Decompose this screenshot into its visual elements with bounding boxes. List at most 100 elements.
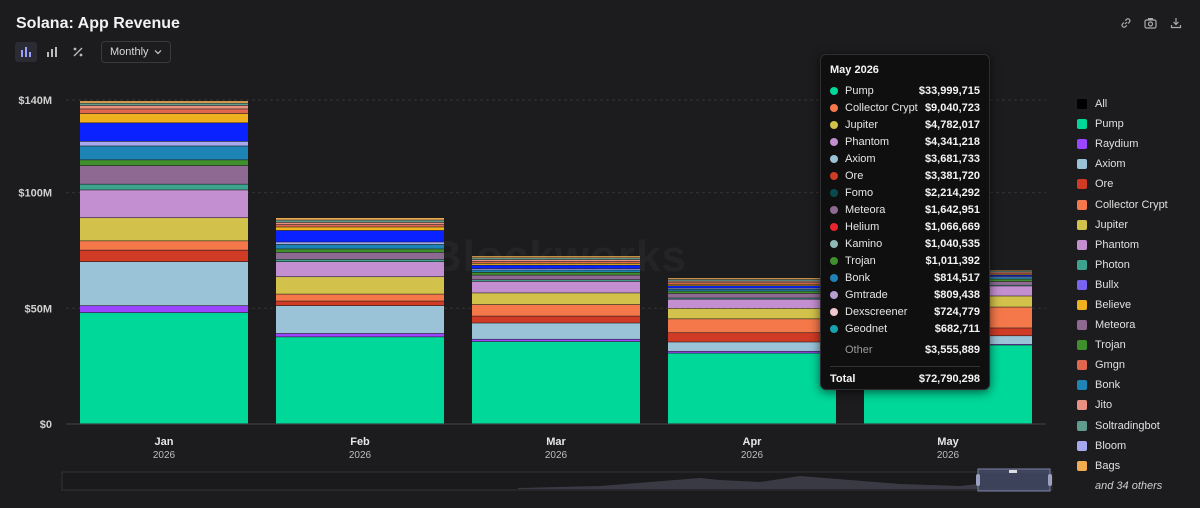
bar-segment xyxy=(668,319,836,333)
legend-item[interactable]: Bloom xyxy=(1077,436,1197,456)
navigator-grip xyxy=(1009,470,1017,473)
chevron-down-icon xyxy=(154,46,162,58)
bar-segment xyxy=(80,184,248,190)
bar-segment xyxy=(668,291,836,294)
tooltip-row-label: Jupiter xyxy=(845,118,879,131)
period-select[interactable]: Monthly xyxy=(101,41,171,63)
bar-segment xyxy=(668,286,836,288)
tooltip-dot xyxy=(830,137,838,146)
bar-segment xyxy=(276,337,444,424)
bar-segment xyxy=(276,230,444,242)
tooltip-other-value: $3,555,889 xyxy=(924,343,980,356)
legend-item[interactable]: Pump xyxy=(1077,114,1197,134)
legend-item[interactable]: Bullx xyxy=(1077,275,1197,295)
legend-item[interactable]: Jito xyxy=(1077,395,1197,415)
bar-segment xyxy=(472,280,640,282)
legend-label: Meteora xyxy=(1095,319,1136,332)
link-icon[interactable] xyxy=(1119,16,1132,29)
legend-item[interactable]: Bonk xyxy=(1077,375,1197,395)
bar-segment xyxy=(276,294,444,301)
bar-segment xyxy=(80,109,248,114)
legend-swatch xyxy=(1077,420,1087,431)
tooltip-row-value: $1,642,951 xyxy=(924,203,980,216)
tooltip-row: Trojan $1,011,392 xyxy=(821,252,989,269)
percent-icon[interactable] xyxy=(67,42,89,62)
page-title: Solana: App Revenue xyxy=(16,15,180,32)
bar-segment xyxy=(276,277,444,294)
tooltip-dot xyxy=(830,205,838,214)
bar-segment xyxy=(80,262,248,306)
tooltip-row-label: Axiom xyxy=(845,152,876,165)
bar-segment xyxy=(276,301,444,306)
bar-segment xyxy=(276,259,444,262)
bar-segment xyxy=(668,299,836,309)
download-icon[interactable] xyxy=(1169,16,1182,29)
tooltip-row-label: Phantom xyxy=(845,135,890,148)
legend-swatch xyxy=(1077,259,1087,270)
bar-segment xyxy=(80,305,248,313)
legend-item[interactable]: Ore xyxy=(1077,174,1197,194)
bar-segment xyxy=(80,113,248,123)
tooltip-dot xyxy=(830,154,838,163)
legend-item[interactable]: Phantom xyxy=(1077,235,1197,255)
bar-segment xyxy=(80,241,248,250)
legend-item[interactable]: Photon xyxy=(1077,255,1197,275)
chart-legend: All Pump Raydium Axiom Ore Collector Crypt Jup… xyxy=(1077,94,1197,492)
x-tick-label: May xyxy=(937,436,959,448)
bar-segment xyxy=(472,339,640,342)
tooltip-row: Meteora $1,642,951 xyxy=(821,201,989,218)
tooltip-row-value: $33,999,715 xyxy=(918,84,980,97)
bar-segment xyxy=(276,305,444,334)
bar-segment xyxy=(472,341,640,424)
legend-more-text: and 34 others xyxy=(1095,479,1163,492)
x-tick-label: Feb xyxy=(350,436,370,448)
legend-item[interactable]: Jupiter xyxy=(1077,215,1197,235)
tooltip-row-label: Pump xyxy=(845,84,874,97)
tooltip-row-label: Gmtrade xyxy=(845,288,888,301)
bar-segment xyxy=(472,293,640,305)
legend-label: Trojan xyxy=(1095,339,1126,352)
legend-label: Soltradingbot xyxy=(1095,419,1160,432)
legend-item[interactable]: Trojan xyxy=(1077,335,1197,355)
bar-segment xyxy=(80,250,248,262)
tooltip-dot xyxy=(830,256,838,265)
legend-item[interactable]: Meteora xyxy=(1077,315,1197,335)
bar-segment xyxy=(472,323,640,339)
tooltip-row-value: $3,681,733 xyxy=(924,152,980,165)
bar-segment xyxy=(668,351,836,353)
legend-item[interactable]: Gmgn xyxy=(1077,355,1197,375)
legend-item[interactable]: Axiom xyxy=(1077,154,1197,174)
legend-item[interactable]: Raydium xyxy=(1077,134,1197,154)
y-tick-label: $50M xyxy=(24,303,52,315)
tooltip-row-label: Kamino xyxy=(845,237,883,250)
chart-actions xyxy=(1119,16,1182,29)
legend-swatch xyxy=(1077,279,1087,290)
bar-chart-icon[interactable] xyxy=(15,42,37,62)
tooltip-row-label: Bonk xyxy=(845,271,871,284)
bar-segment xyxy=(276,222,444,225)
tooltip-row-value: $4,782,017 xyxy=(924,118,980,131)
tooltip-row: Helium $1,066,669 xyxy=(821,218,989,235)
bar-segment xyxy=(276,249,444,253)
bar-segment xyxy=(472,304,640,316)
camera-icon[interactable] xyxy=(1144,16,1157,29)
tooltip-row: Fomo $2,214,292 xyxy=(821,184,989,201)
legend-item[interactable]: Collector Crypt xyxy=(1077,194,1197,214)
bar-segment xyxy=(80,103,248,106)
tooltip-row-value: $2,214,292 xyxy=(924,186,980,199)
bar-segment xyxy=(668,333,836,342)
tooltip-row: Gmtrade $809,438 xyxy=(821,286,989,303)
tooltip-row-value: $4,341,218 xyxy=(924,135,980,148)
legend-item[interactable]: Believe xyxy=(1077,295,1197,315)
legend-swatch xyxy=(1077,400,1087,411)
x-tick-label: Jan xyxy=(155,436,174,448)
tooltip-dot xyxy=(830,324,838,333)
stacked-bar-icon[interactable] xyxy=(41,42,63,62)
x-tick-year: 2026 xyxy=(153,450,176,461)
legend-swatch xyxy=(1077,219,1087,230)
bar-segment xyxy=(80,218,248,241)
tooltip-row: Phantom $4,341,218 xyxy=(821,133,989,150)
legend-item[interactable]: Bags xyxy=(1077,456,1197,476)
legend-item[interactable]: Soltradingbot xyxy=(1077,416,1197,436)
legend-item[interactable]: All xyxy=(1077,94,1197,114)
